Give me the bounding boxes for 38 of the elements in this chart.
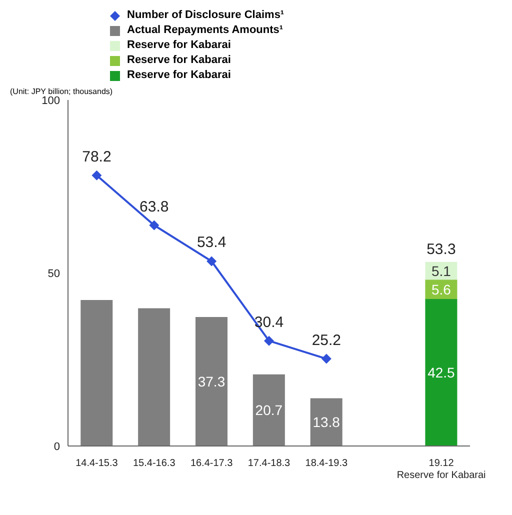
bar bbox=[80, 300, 113, 446]
bar bbox=[138, 308, 170, 446]
total-label: 53.3 bbox=[426, 240, 456, 258]
x-tick-label: 18.4-19.3 bbox=[305, 458, 348, 469]
point bbox=[92, 170, 102, 180]
text: (Unit: JPY billion; thousands) bbox=[10, 87, 114, 96]
data-label: 5.6 bbox=[431, 281, 452, 298]
x-tick-label: 15.4-16.3 bbox=[133, 458, 176, 469]
x-tick-label: 19.12 Reserve for Kabarai bbox=[396, 458, 486, 481]
y-tick-label: 0 bbox=[54, 440, 60, 453]
data-label: 37.3 bbox=[198, 373, 226, 390]
data-label: 5.1 bbox=[431, 262, 452, 279]
data-label: 63.8 bbox=[140, 198, 169, 216]
x-tick-label: 17.4-18.3 bbox=[248, 458, 291, 469]
point bbox=[264, 336, 274, 346]
x-tick-label: 16.4-17.3 bbox=[190, 458, 234, 469]
x-tick-label: 14.4-15.3 bbox=[76, 458, 118, 469]
data-label: 25.2 bbox=[312, 332, 342, 349]
legend-label: Number of Disclosure Claims¹ bbox=[127, 8, 284, 23]
data-label: 78.2 bbox=[82, 148, 112, 166]
bar bbox=[195, 316, 228, 446]
bar bbox=[310, 398, 342, 446]
bar bbox=[252, 374, 285, 446]
data-label: 30.4 bbox=[254, 314, 284, 331]
legend-label: Actual Repayments Amounts¹ bbox=[127, 23, 284, 38]
y-tick-label: 100 bbox=[42, 94, 60, 107]
data-label: 42.5 bbox=[428, 364, 456, 380]
y-tick-label: 50 bbox=[48, 268, 60, 280]
legend-label: Reserve for Kabarai bbox=[127, 38, 231, 53]
bar bbox=[425, 298, 458, 446]
data-label: 53.4 bbox=[196, 234, 226, 252]
point bbox=[206, 256, 217, 266]
data-label: 20.7 bbox=[255, 402, 283, 418]
data-label: 13.8 bbox=[312, 414, 340, 430]
point bbox=[321, 354, 332, 364]
point bbox=[149, 220, 160, 230]
legend-label: Reserve for Kabarai bbox=[127, 53, 231, 68]
legend-label: Reserve for Kabarai bbox=[127, 68, 231, 83]
